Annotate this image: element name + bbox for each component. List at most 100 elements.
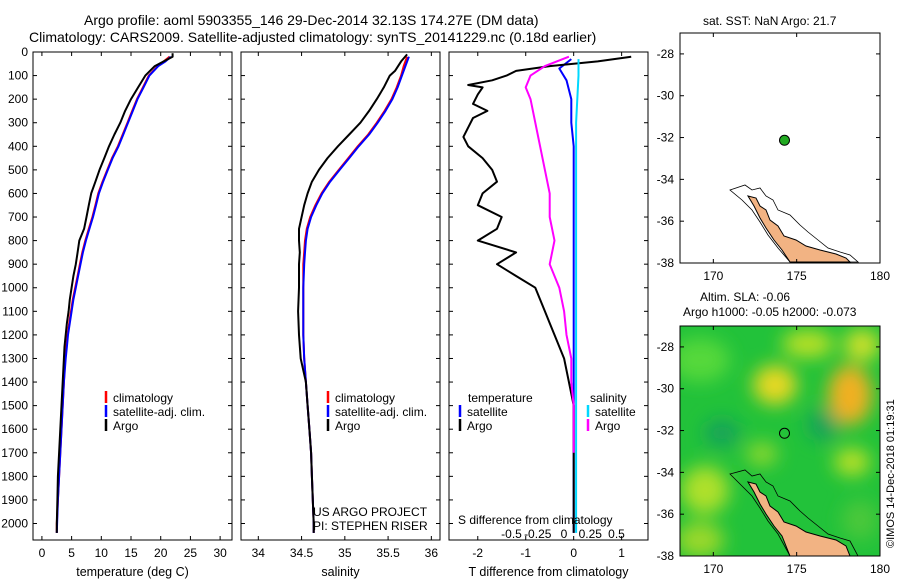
x-tick-label: 34.5 [290, 546, 314, 560]
legend-label-argo: Argo [335, 419, 361, 433]
depth-tick-label: 400 [8, 139, 28, 153]
depth-tick-label: 1300 [1, 351, 28, 365]
x-tick-label: 35.5 [376, 546, 400, 560]
series-line-salinity-satellite [575, 59, 580, 533]
depth-tick-label: 0 [21, 45, 28, 59]
map-sla-field [680, 326, 880, 556]
legend-label-sal-satellite: satellite [595, 405, 636, 419]
sla-blobs [680, 329, 880, 556]
x-tick-label: 0 [570, 546, 577, 560]
map-y-tick-label: -30 [657, 382, 675, 396]
x-tick-label: 0 [39, 546, 46, 560]
legend-label-satellite: satellite-adj. clim. [113, 405, 205, 419]
depth-tick-label: 700 [8, 210, 28, 224]
map-y-tick-label: -34 [657, 172, 675, 186]
depth-tick-label: 1400 [1, 375, 28, 389]
x-tick-label: 1 [618, 546, 625, 560]
map-sla-title: Altim. SLA: -0.06 [700, 290, 790, 304]
sla-blob [807, 409, 839, 441]
s-difference-ticks: -0.5 -0.25 0 0.25 0.5 [501, 527, 625, 541]
x-tick-label: 5 [68, 546, 75, 560]
sla-blob [753, 365, 797, 405]
depth-tick-label: 300 [8, 116, 28, 130]
difference-legend: temperature satellite Argo salinity sate… [458, 391, 636, 433]
salinity-legend: climatology satellite-adj. clim. Argo [326, 391, 427, 433]
x-tick-label: 15 [124, 546, 138, 560]
depth-axis: 0 100 200 300 400 500 600 700 800 900 1000 1100 1200… [1, 45, 648, 530]
x-tick-label: 20 [154, 546, 168, 560]
x-tick-label: 25 [184, 546, 198, 560]
x-tick-label: -1 [520, 546, 531, 560]
sla-blob [828, 365, 872, 425]
x-tick-label: 10 [95, 546, 109, 560]
sla-blob [844, 329, 880, 361]
legend-title-salinity: salinity [590, 391, 627, 405]
difference-panel-frame [448, 51, 649, 541]
x-axis-label: temperature (deg C) [76, 565, 189, 579]
map-sla-land [746, 481, 851, 556]
salinity-lines [297, 53, 410, 533]
map-x-tick-label: 170 [703, 562, 723, 576]
difference-lines [462, 55, 632, 533]
depth-tick-label: 1900 [1, 493, 28, 507]
sla-blob [782, 330, 834, 358]
depth-tick-label: 1000 [1, 281, 28, 295]
map-sst-land [746, 195, 852, 263]
sla-blob [834, 448, 870, 476]
map-y-tick-label: -38 [657, 549, 675, 563]
depth-tick-label: 1500 [1, 399, 28, 413]
map-y-tick-label: -28 [657, 47, 675, 61]
depth-tick-label: 1700 [1, 446, 28, 460]
map-sst-shelf-outline [729, 184, 860, 263]
depth-tick-label: 200 [8, 92, 28, 106]
s-difference-tick-label: -0.25 [524, 527, 552, 541]
depth-tick-label: 900 [8, 257, 28, 271]
sla-blob [680, 338, 730, 382]
x-tick-label: 36 [425, 546, 439, 560]
x-tick-label: 34 [252, 546, 266, 560]
argo-location-marker [779, 427, 790, 439]
map-y-tick-label: -30 [657, 89, 675, 103]
argo-location-marker [779, 134, 790, 146]
depth-tick-label: 1600 [1, 422, 28, 436]
legend-label-temp-satellite: satellite [467, 405, 508, 419]
temperature-panel-frame [32, 51, 233, 541]
map-sst-axes: 170 175 180 -28 -30 -32 -34 -36 -38 [657, 33, 890, 283]
legend-label-temp-argo: Argo [467, 419, 493, 433]
legend-label-satellite: satellite-adj. clim. [335, 405, 427, 419]
map-sla-subtitle: Argo h1000: -0.05 h2000: -0.073 [683, 305, 857, 319]
map-x-tick-label: 180 [870, 562, 890, 576]
figure-title-line2: Climatology: CARS2009. Satellite-adjuste… [29, 29, 596, 45]
map-sla-axes: 170 175 180 -28 -30 -32 -34 -36 -38 [657, 326, 890, 576]
sla-blob [842, 500, 878, 540]
s-difference-tick-label: 0.5 [608, 527, 625, 541]
x-axis-label: salinity [321, 565, 360, 579]
depth-tick-label: 1100 [2, 304, 28, 318]
series-line-satellite-adj-clim- [55, 55, 172, 533]
credit-project: US ARGO PROJECT [313, 505, 428, 519]
s-difference-tick-label: 0 [561, 527, 568, 541]
map-y-tick-label: -36 [657, 214, 675, 228]
timestamp-stamp: ©IMOS 14-Dec-2018 01:19:31 [885, 399, 897, 548]
legend-label-climatology: climatology [335, 391, 395, 405]
x-axis-label: T difference from climatology [468, 565, 629, 579]
legend-label-argo: Argo [113, 419, 139, 433]
legend-title-temperature: temperature [468, 391, 533, 405]
map-y-tick-label: -36 [657, 507, 675, 521]
x-tick-label: 35 [338, 546, 352, 560]
series-line-argo [297, 53, 408, 533]
legend-label-climatology: climatology [113, 391, 173, 405]
x-tick-label: -2 [472, 546, 483, 560]
sla-blob [746, 442, 778, 466]
legend-label-sal-argo: Argo [595, 419, 621, 433]
credit-pi: PI: STEPHEN RISER [313, 519, 428, 533]
map-x-tick-label: 175 [787, 269, 807, 283]
map-x-tick-label: 180 [870, 269, 890, 283]
s-difference-tick-label: 0.25 [579, 527, 603, 541]
series-line-temperature-argo [462, 55, 632, 533]
map-sla-frame [679, 325, 881, 557]
depth-tick-label: 1800 [1, 469, 28, 483]
series-line-salinity-argo [524, 55, 575, 453]
